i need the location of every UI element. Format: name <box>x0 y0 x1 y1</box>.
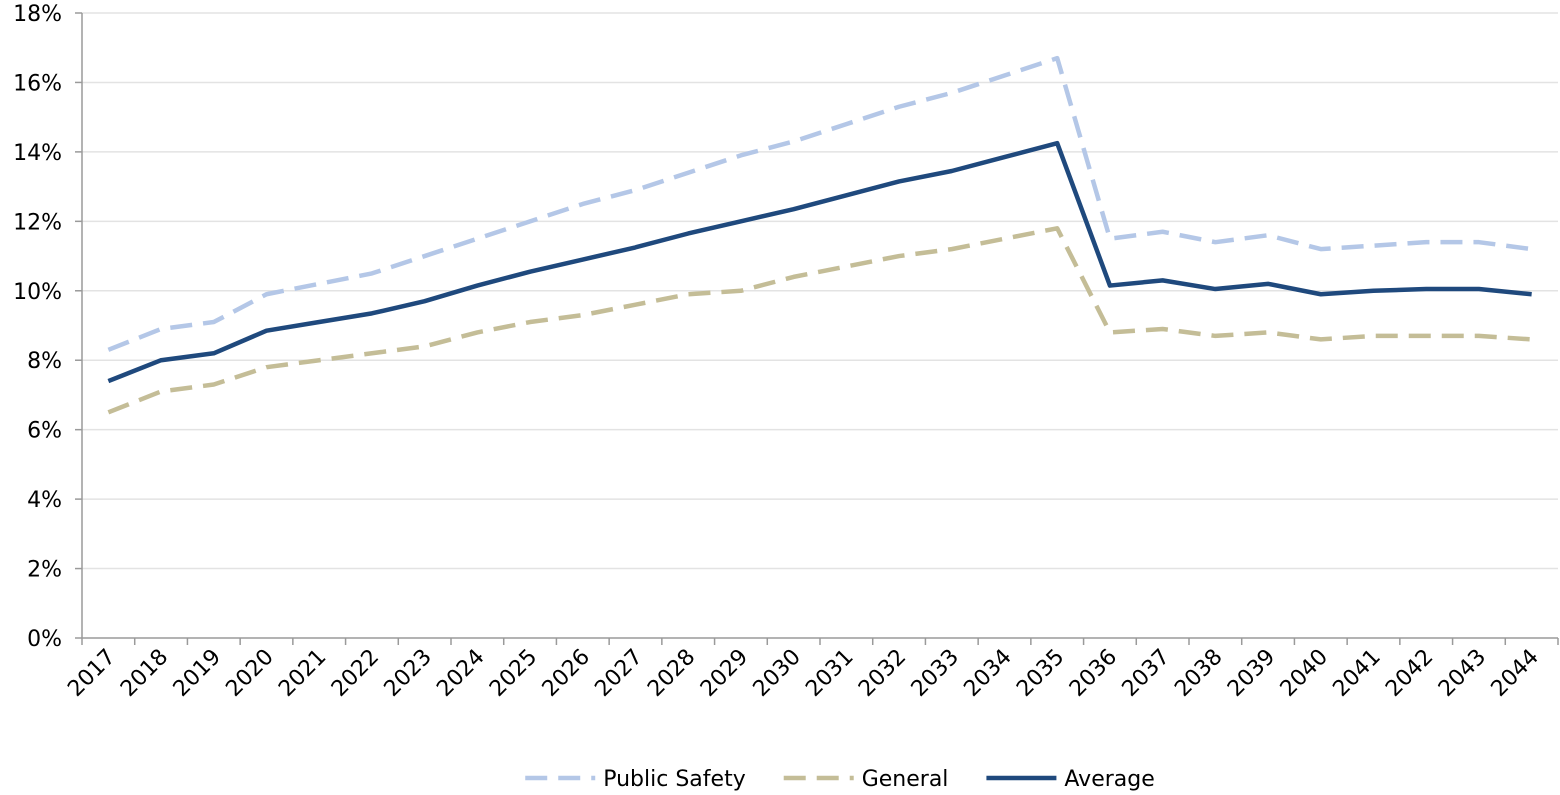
x-tick-label: 2043 <box>1434 645 1491 702</box>
y-tick-label: 6% <box>27 419 62 444</box>
x-tick-label: 2029 <box>696 645 753 702</box>
x-tick-label: 2031 <box>801 645 858 702</box>
y-tick-label: 12% <box>13 210 62 235</box>
x-tick-label: 2033 <box>907 645 964 702</box>
x-tick-label: 2017 <box>63 645 120 702</box>
x-tick-label: 2023 <box>380 645 437 702</box>
x-tick-label: 2022 <box>327 645 384 702</box>
x-tick-label: 2042 <box>1381 645 1438 702</box>
x-tick-label: 2035 <box>1012 645 1069 702</box>
x-tick-label: 2039 <box>1223 645 1280 702</box>
y-tick-label: 18% <box>13 2 62 27</box>
series-line <box>107 226 1532 415</box>
x-tick-label: 2034 <box>959 645 1016 702</box>
x-tick-label: 2030 <box>749 645 806 702</box>
legend-label: Public Safety <box>603 767 745 792</box>
y-tick-label: 2% <box>27 558 62 583</box>
x-tick-label: 2019 <box>169 645 226 702</box>
x-tick-label: 2041 <box>1328 645 1385 702</box>
y-tick-label: 10% <box>13 280 62 305</box>
legend-label: General <box>862 767 949 792</box>
x-tick-label: 2037 <box>1118 645 1175 702</box>
x-tick-label: 2021 <box>274 645 331 702</box>
x-tick-label: 2025 <box>485 645 542 702</box>
x-tick-label: 2024 <box>432 645 489 702</box>
x-tick-label: 2026 <box>538 645 595 702</box>
x-tick-label: 2032 <box>854 645 911 702</box>
legend: Public Safety General Average <box>525 767 1155 792</box>
y-tick-label: 0% <box>27 627 62 652</box>
series-line <box>107 140 1532 384</box>
y-tick-label: 16% <box>13 71 62 96</box>
legend-item: General <box>783 767 949 792</box>
x-tick-label: 2018 <box>116 645 173 702</box>
legend-item: Average <box>986 767 1155 792</box>
x-tick-label: 2036 <box>1065 645 1122 702</box>
legend-label: Average <box>1064 767 1154 792</box>
y-tick-label: 4% <box>27 488 62 513</box>
x-tick-label: 2028 <box>643 645 700 702</box>
legend-item: Public Safety <box>525 767 746 792</box>
x-tick-label: 2020 <box>221 645 278 702</box>
x-tick-label: 2027 <box>590 645 647 702</box>
y-tick-label: 8% <box>27 349 62 374</box>
x-tick-label: 2040 <box>1276 645 1333 702</box>
y-tick-label: 14% <box>13 141 62 166</box>
x-tick-label: 2044 <box>1487 645 1544 702</box>
series-line <box>107 55 1532 352</box>
x-tick-label: 2038 <box>1170 645 1227 702</box>
